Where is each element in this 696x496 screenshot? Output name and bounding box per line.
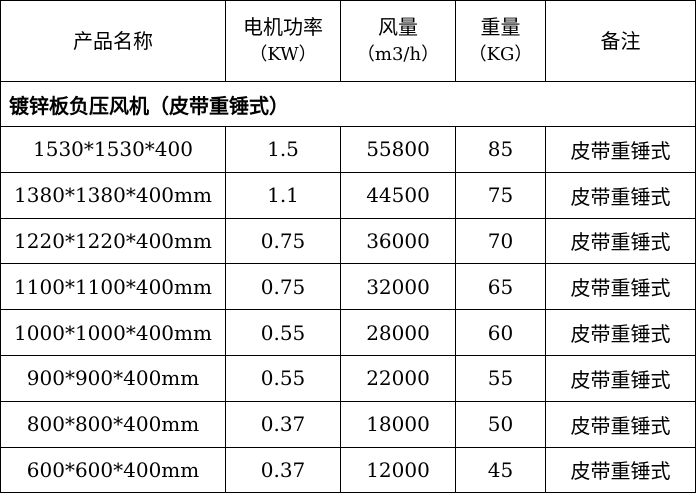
data-cell: 1220*1220*400mm [0,217,226,265]
data-cell: 0.75 [225,263,341,311]
data-cell: 28000 [340,309,456,356]
data-cell: 1000*1000*400mm [0,309,226,356]
header-title: 产品名称 [73,29,153,53]
header-cell: 备注 [545,0,696,82]
data-cell: 1100*1100*400mm [0,263,226,311]
data-cell: 0.37 [225,400,341,448]
data-row: 1530*1530*400 1.5 55800 85 皮带重锤式 [0,126,696,173]
data-cell: 0.75 [225,217,341,265]
header-cell: 重量 （KG） [455,0,546,82]
header-cell: 风量 （m3/h） [340,0,456,82]
table-body: 镀锌板负压风机（皮带重锤式） 1530*1530*400 1.5 55800 85 皮带… [0,81,696,494]
data-cell: 900*900*400mm [0,354,226,402]
header-title: 重量 [480,15,521,39]
data-cell: 皮带重锤式 [545,400,696,448]
header-unit: （KG） [468,44,533,65]
section-title: 镀锌板负压风机（皮带重锤式） [0,81,696,127]
data-cell: 22000 [340,354,456,402]
data-cell: 0.37 [225,446,341,494]
header-title: 备注 [600,29,641,53]
data-cell: 65 [455,263,546,311]
data-cell: 皮带重锤式 [545,446,696,494]
data-cell: 36000 [340,217,456,265]
data-cell: 32000 [340,263,456,311]
data-cell: 0.55 [225,354,341,402]
data-cell: 皮带重锤式 [545,309,696,356]
data-row: 900*900*400mm 0.55 22000 55 皮带重锤式 [0,354,696,402]
section-row: 镀锌板负压风机（皮带重锤式） [0,81,696,127]
data-row: 1220*1220*400mm 0.75 36000 70 皮带重锤式 [0,217,696,265]
data-cell: 1.5 [225,126,341,173]
data-cell: 皮带重锤式 [545,217,696,265]
data-row: 800*800*400mm 0.37 18000 50 皮带重锤式 [0,400,696,448]
data-cell: 70 [455,217,546,265]
data-cell: 1380*1380*400mm [0,171,226,219]
data-cell: 1.1 [225,171,341,219]
data-cell: 45 [455,446,546,494]
data-cell: 55 [455,354,546,402]
data-cell: 55800 [340,126,456,173]
data-row: 1000*1000*400mm 0.55 28000 60 皮带重锤式 [0,309,696,356]
data-cell: 75 [455,171,546,219]
data-cell: 44500 [340,171,456,219]
data-row: 600*600*400mm 0.37 12000 45 皮带重锤式 [0,446,696,494]
data-cell: 12000 [340,446,456,494]
data-cell: 皮带重锤式 [545,354,696,402]
header-title: 电机功率 [243,15,323,39]
data-cell: 皮带重锤式 [545,263,696,311]
data-cell: 800*800*400mm [0,400,226,448]
data-cell: 18000 [340,400,456,448]
header-unit: （m3/h） [356,44,440,65]
header-row: 产品名称 电机功率 （KW） 风量 （m3/h） 重量 （KG） 备注 [0,0,696,82]
header-unit: （KW） [249,44,317,65]
data-row: 1100*1100*400mm 0.75 32000 65 皮带重锤式 [0,263,696,311]
header-title: 风量 [378,15,418,39]
data-cell: 85 [455,126,546,173]
data-cell: 60 [455,309,546,356]
data-cell: 600*600*400mm [0,446,226,494]
data-cell: 50 [455,400,546,448]
data-cell: 皮带重锤式 [545,126,696,173]
header-cell: 产品名称 [0,0,226,82]
data-cell: 0.55 [225,309,341,356]
header-cell: 电机功率 （KW） [225,0,341,82]
table-header: 产品名称 电机功率 （KW） 风量 （m3/h） 重量 （KG） 备注 [0,0,696,82]
data-cell: 1530*1530*400 [0,126,226,173]
data-row: 1380*1380*400mm 1.1 44500 75 皮带重锤式 [0,171,696,219]
data-cell: 皮带重锤式 [545,171,696,219]
